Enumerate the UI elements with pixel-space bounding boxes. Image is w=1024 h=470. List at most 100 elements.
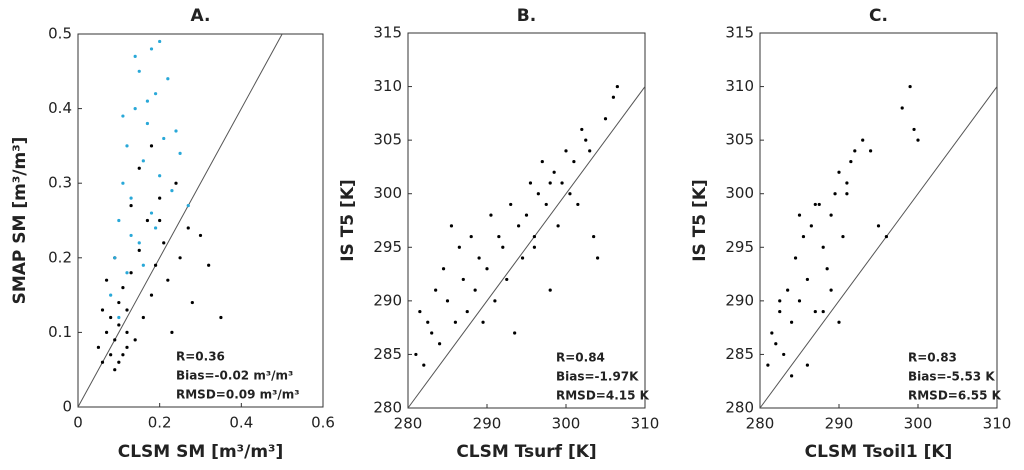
point bbox=[869, 149, 873, 153]
point bbox=[912, 127, 916, 132]
point bbox=[166, 278, 170, 282]
point bbox=[441, 267, 446, 271]
point bbox=[829, 213, 833, 217]
stat-annotation: Bias=-1.97K bbox=[556, 370, 639, 384]
y-tick-label: 285 bbox=[373, 345, 402, 363]
point bbox=[793, 256, 798, 260]
point bbox=[532, 234, 537, 239]
point bbox=[596, 256, 600, 260]
point bbox=[109, 353, 113, 357]
point bbox=[560, 181, 564, 185]
point bbox=[908, 84, 912, 89]
point bbox=[207, 263, 211, 267]
point bbox=[774, 342, 778, 346]
y-tick-label: 0.4 bbox=[48, 99, 72, 117]
point bbox=[548, 288, 552, 292]
point bbox=[884, 234, 889, 239]
point bbox=[790, 320, 794, 324]
y-tick-label: 315 bbox=[725, 24, 754, 42]
point bbox=[137, 69, 141, 73]
x-tick-label: 0.6 bbox=[311, 414, 335, 432]
y-tick-label: 0.2 bbox=[48, 248, 72, 266]
point bbox=[861, 138, 865, 142]
chart-title: C. bbox=[869, 6, 888, 26]
point bbox=[121, 114, 125, 118]
point bbox=[615, 84, 619, 89]
point bbox=[477, 256, 481, 260]
point bbox=[186, 203, 190, 208]
point bbox=[513, 331, 517, 335]
chart-title: B. bbox=[517, 6, 536, 26]
y-tick-label: 300 bbox=[725, 184, 754, 202]
point bbox=[96, 345, 101, 349]
point bbox=[611, 95, 616, 99]
point bbox=[517, 224, 521, 228]
point bbox=[548, 181, 552, 185]
point bbox=[137, 166, 141, 170]
point bbox=[524, 213, 529, 217]
point bbox=[469, 234, 473, 239]
point bbox=[501, 245, 505, 249]
point bbox=[813, 202, 817, 207]
one-to-one-line bbox=[407, 86, 646, 409]
point bbox=[178, 151, 182, 155]
y-tick-label: 0.5 bbox=[48, 25, 72, 43]
point bbox=[833, 192, 837, 196]
point bbox=[845, 181, 849, 185]
one-to-one-line bbox=[759, 86, 998, 409]
point bbox=[445, 299, 450, 303]
point bbox=[829, 288, 833, 292]
plot-frame bbox=[77, 33, 324, 408]
point bbox=[121, 181, 125, 185]
y-tick-label: 305 bbox=[373, 131, 402, 149]
point bbox=[158, 174, 162, 178]
stat-annotation: RMSD=4.15 K bbox=[556, 389, 650, 403]
point bbox=[133, 338, 137, 342]
x-tick-label: 0.2 bbox=[148, 414, 172, 432]
point bbox=[141, 263, 145, 267]
y-axis-label: IS T5 [K] bbox=[338, 179, 358, 262]
point bbox=[170, 330, 174, 334]
point bbox=[509, 202, 513, 207]
point bbox=[104, 278, 109, 282]
point bbox=[841, 234, 845, 239]
x-tick-label: 300 bbox=[904, 415, 933, 433]
x-tick-label: 280 bbox=[746, 415, 775, 433]
point bbox=[797, 213, 802, 217]
point bbox=[418, 309, 422, 314]
point bbox=[158, 196, 162, 200]
y-tick-label: 305 bbox=[725, 131, 754, 149]
point bbox=[505, 277, 509, 282]
y-axis-label: IS T5 [K] bbox=[690, 179, 710, 262]
point bbox=[125, 271, 129, 275]
plot-frame bbox=[759, 32, 998, 409]
y-tick-label: 290 bbox=[373, 291, 402, 309]
stat-annotation: RMSD=0.09 m³/m³ bbox=[176, 388, 300, 402]
stat-annotation: R=0.36 bbox=[176, 350, 225, 364]
point bbox=[481, 320, 485, 324]
point bbox=[129, 196, 133, 200]
chart-title: A. bbox=[191, 6, 211, 26]
point bbox=[845, 192, 849, 196]
point bbox=[149, 47, 154, 51]
point bbox=[821, 309, 825, 314]
y-tick-label: 295 bbox=[725, 238, 754, 256]
point bbox=[178, 256, 182, 260]
point bbox=[837, 320, 841, 324]
point bbox=[821, 245, 825, 249]
point bbox=[117, 323, 121, 327]
x-tick-label: 0 bbox=[73, 414, 83, 432]
point bbox=[837, 170, 841, 174]
x-tick-label: 280 bbox=[394, 415, 423, 433]
point bbox=[766, 363, 770, 367]
point bbox=[129, 271, 133, 275]
point bbox=[520, 256, 525, 260]
point bbox=[532, 245, 537, 249]
x-tick-label: 290 bbox=[825, 415, 854, 433]
y-tick-label: 310 bbox=[725, 77, 754, 95]
point bbox=[916, 138, 920, 142]
point bbox=[528, 181, 533, 185]
point bbox=[438, 342, 442, 346]
point bbox=[117, 360, 121, 364]
point bbox=[145, 218, 150, 223]
